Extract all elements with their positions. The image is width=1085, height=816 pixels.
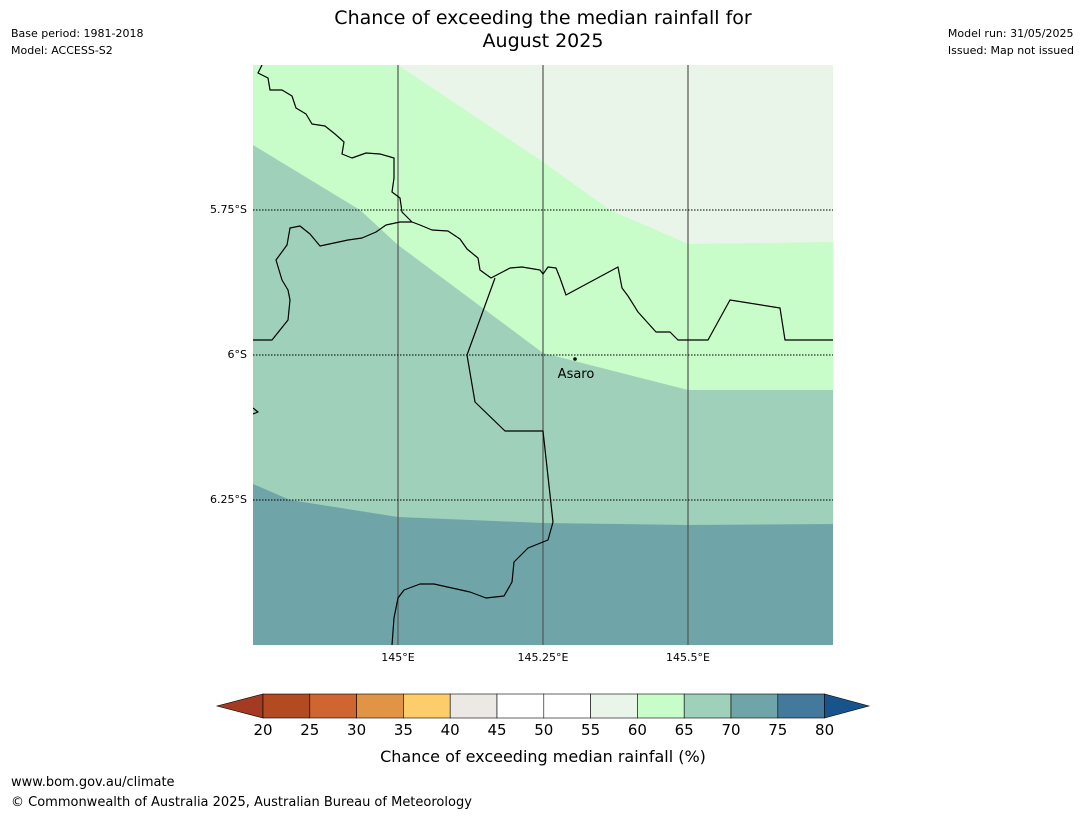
lat-label-6: 6°S (228, 348, 247, 361)
lon-label-145: 145°E (381, 651, 414, 664)
colorbar-segment (356, 693, 404, 719)
colorbar-tick-label: 45 (487, 721, 506, 739)
base-period-text: Base period: 1981-2018 (11, 27, 144, 40)
lat-label-5-75: 5.75°S (210, 203, 247, 216)
map-title: Chance of exceeding the median rainfall … (243, 7, 843, 53)
colorbar-tick-label: 40 (441, 721, 460, 739)
colorbar: 20 25 30 35 40 45 50 55 60 65 70 75 80 (215, 693, 871, 739)
title-line-2: August 2025 (482, 30, 604, 52)
colorbar-tick-label: 60 (628, 721, 647, 739)
colorbar-tick-label: 30 (347, 721, 366, 739)
lon-label-145-5: 145.5°E (666, 651, 710, 664)
issued-text: Issued: Map not issued (947, 44, 1074, 57)
colorbar-tick-label: 50 (534, 721, 553, 739)
colorbar-label: Chance of exceeding median rainfall (%) (380, 747, 706, 766)
website-url: www.bom.gov.au/climate (11, 775, 175, 790)
colorbar-tick-label: 25 (300, 721, 319, 739)
colorbar-extend-low (215, 693, 264, 719)
colorbar-segment (449, 693, 498, 719)
lon-label-145-25: 145.25°E (518, 651, 569, 664)
colorbar-tick-label: 65 (675, 721, 694, 739)
lat-label-6-25: 6.25°S (210, 493, 247, 506)
colorbar-segment (777, 693, 825, 719)
model-info: Base period: 1981-2018 Model: ACCESS-S2 (11, 25, 143, 59)
copyright-text: © Commonwealth of Australia 2025, Austra… (11, 795, 472, 810)
colorbar-tick-label: 20 (253, 721, 272, 739)
asaro-marker (573, 357, 577, 361)
colorbar-segment (496, 693, 545, 719)
colorbar-segment (590, 693, 638, 719)
colorbar-segment (403, 693, 451, 719)
colorbar-tick-label: 80 (815, 721, 834, 739)
colorbar-tick-label: 70 (721, 721, 740, 739)
title-line-1: Chance of exceeding the median rainfall … (334, 7, 752, 29)
colorbar-segment (262, 693, 311, 719)
colorbar-segment (543, 693, 591, 719)
province-boundaries (253, 65, 833, 645)
colorbar-tick-label: 35 (394, 721, 413, 739)
colorbar-tick-label: 55 (581, 721, 600, 739)
asaro-label: Asaro (558, 367, 595, 382)
colorbar-segment (683, 693, 732, 719)
colorbar-extend-high (824, 693, 871, 719)
colorbar-segment (730, 693, 779, 719)
colorbar-tick-label: 75 (768, 721, 787, 739)
model-run-text: Model run: 31/05/2025 (947, 27, 1074, 40)
run-info: Model run: 31/05/2025 Issued: Map not is… (948, 25, 1074, 59)
colorbar-segment (637, 693, 685, 719)
colorbar-segment (309, 693, 357, 719)
map-area (253, 65, 833, 645)
model-name-text: Model: ACCESS-S2 (11, 44, 113, 57)
